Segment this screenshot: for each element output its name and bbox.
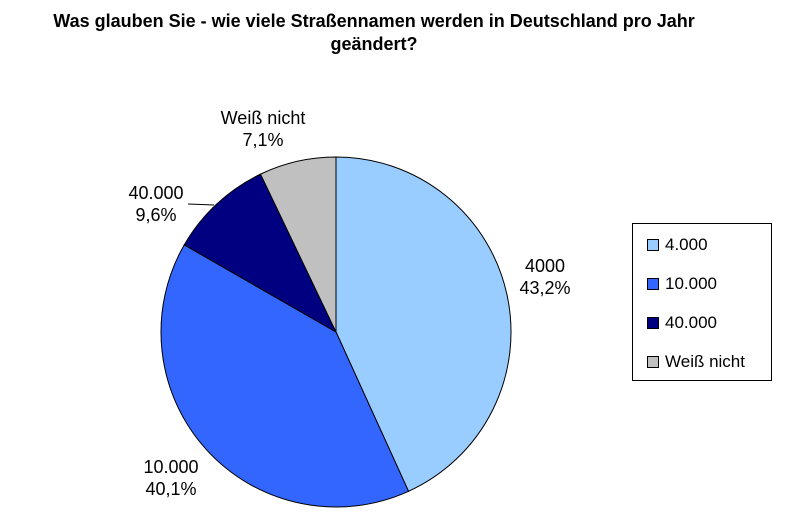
legend: 4.000 10.000 40.000 Weiß nicht	[632, 223, 772, 381]
data-label-4000: 4000 43,2%	[512, 255, 578, 299]
legend-label-4000: 4.000	[665, 235, 708, 254]
legend-label-weiss-nicht: Weiß nicht	[665, 352, 745, 371]
data-label-weiss-nicht-name: Weiß nicht	[220, 108, 306, 128]
legend-item-40000: 40.000	[647, 312, 717, 334]
data-label-4000-name: 4000	[524, 256, 566, 276]
pie-slice-4000	[335, 156, 512, 492]
pie-slice-40000	[183, 173, 338, 334]
data-label-10000-value: 40,1%	[145, 479, 197, 499]
legend-label-10000: 10.000	[665, 274, 717, 293]
pie-slice-10000	[160, 244, 410, 508]
data-label-40000-name: 40.000	[128, 183, 184, 203]
legend-item-4000: 4.000	[647, 234, 708, 256]
chart-title-line-2: geändert?	[330, 34, 418, 54]
leader-line-40000	[187, 203, 215, 206]
data-label-40000-value: 9,6%	[135, 205, 177, 225]
legend-item-10000: 10.000	[647, 273, 717, 295]
legend-swatch-weiss-nicht	[647, 356, 659, 368]
legend-swatch-10000	[647, 278, 659, 290]
legend-swatch-4000	[647, 239, 659, 251]
chart-title: Was glauben Sie - wie viele Straßennamen…	[0, 10, 748, 56]
legend-label-40000: 40.000	[665, 313, 717, 332]
pie-slice-weiss-nicht	[259, 156, 337, 333]
data-label-weiss-nicht-value: 7,1%	[242, 130, 284, 150]
chart-title-line-1: Was glauben Sie - wie viele Straßennamen…	[53, 11, 695, 31]
legend-item-weiss-nicht: Weiß nicht	[647, 351, 745, 373]
data-label-10000: 10.000 40,1%	[133, 456, 209, 500]
data-label-weiss-nicht: Weiß nicht 7,1%	[206, 107, 320, 151]
data-label-10000-name: 10.000	[143, 457, 199, 477]
legend-swatch-40000	[647, 317, 659, 329]
data-label-4000-value: 43,2%	[519, 278, 571, 298]
data-label-40000: 40.000 9,6%	[118, 182, 194, 226]
